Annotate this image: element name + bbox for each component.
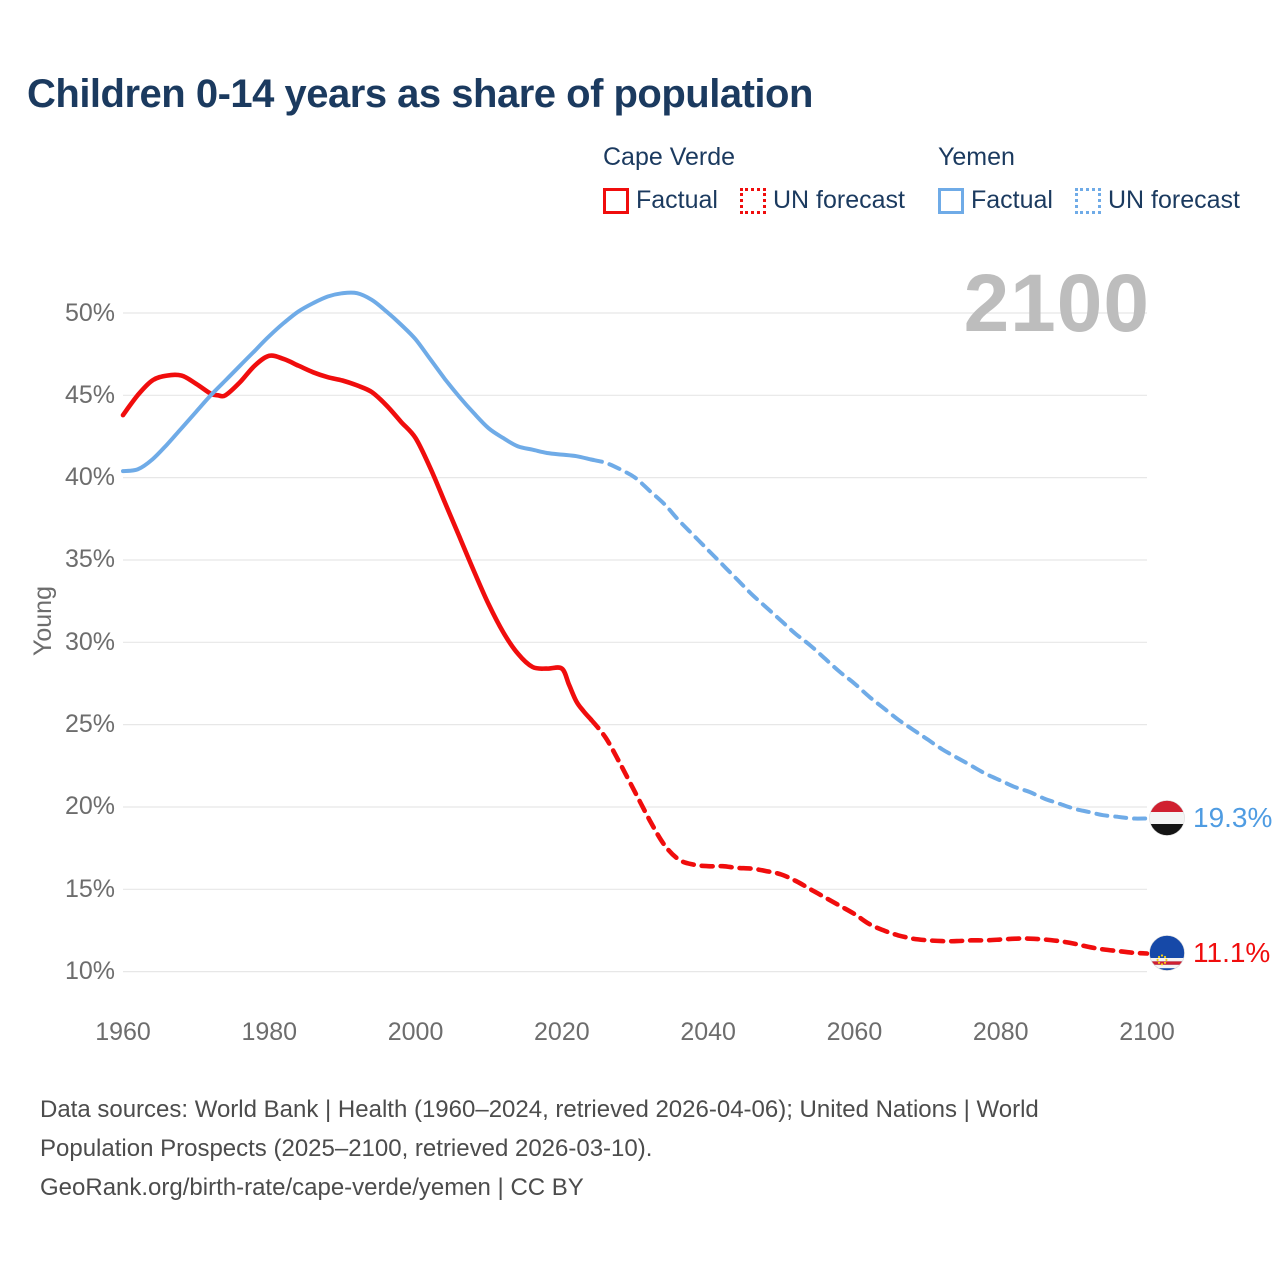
y-tick-label: 30%	[64, 627, 115, 656]
x-tick-label: 2020	[534, 1018, 590, 1046]
y-tick-label: 50%	[64, 298, 115, 327]
watermark-year: 2100	[963, 258, 1150, 349]
x-tick-label: 2060	[826, 1018, 883, 1046]
dotted-blue-swatch-icon	[1074, 187, 1101, 214]
footer-line: GeoRank.org/birth-rate/cape-verde/yemen …	[40, 1174, 584, 1201]
series-cape-verde-factual	[120, 353, 594, 722]
legend-group-cape-verde: Cape Verde Factual UN forecast	[603, 143, 905, 215]
legend-item-label: Factual	[636, 186, 718, 214]
end-label-yemen: 19.3%	[1149, 800, 1273, 837]
legend-row: Factual UN forecast	[603, 186, 905, 215]
footer-line: Population Prospects (2025–2100, retriev…	[40, 1135, 653, 1162]
y-tick-label: 15%	[64, 874, 115, 903]
footer-line: Data sources: World Bank | Health (1960–…	[40, 1096, 1039, 1123]
y-tick-label: 40%	[64, 463, 115, 492]
cape-verde-flag-icon	[1149, 935, 1185, 972]
legend-item-label: Factual	[971, 186, 1053, 214]
legend-group-yemen: Yemen Factual UN forecast	[938, 143, 1240, 215]
dotted-red-swatch-icon	[739, 187, 766, 214]
legend-country-label: Yemen	[938, 143, 1015, 171]
legend-row: Factual UN forecast	[938, 186, 1240, 215]
end-value-cape-verde: 11.1%	[1193, 937, 1271, 969]
y-tick-label: 45%	[64, 380, 115, 409]
solid-blue-swatch-icon	[938, 187, 964, 214]
series-yemen-un-forecast	[589, 457, 1149, 821]
x-tick-label: 2040	[680, 1018, 736, 1046]
series-cape-verde-un-forecast	[588, 717, 1150, 956]
legend-item-yemen-factual[interactable]: Factual	[938, 186, 1053, 215]
legend-country-label: Cape Verde	[603, 143, 736, 171]
x-tick-label: 1960	[95, 1018, 151, 1046]
x-tick-label: 2100	[1119, 1018, 1175, 1046]
legend-item-yemen-forecast[interactable]: UN forecast	[1074, 186, 1240, 215]
series-yemen-factual	[121, 290, 594, 474]
y-tick-label: 25%	[64, 710, 115, 739]
y-tick-label: 10%	[64, 957, 115, 986]
x-tick-label: 1980	[241, 1018, 298, 1046]
legend-item-label: UN forecast	[1107, 186, 1240, 214]
end-label-cape-verde: 11.1%	[1149, 935, 1271, 972]
y-tick-label: 35%	[64, 545, 115, 574]
legend-item-capeverde-factual[interactable]: Factual	[603, 186, 718, 215]
end-value-yemen: 19.3%	[1193, 802, 1273, 834]
legend-item-label: UN forecast	[772, 186, 905, 214]
footer-attribution: Data sources: World Bank | Health (1960–…	[40, 1090, 1039, 1207]
y-tick-label: 20%	[64, 792, 115, 821]
page-title: Children 0-14 years as share of populati…	[27, 72, 813, 116]
yemen-flag-icon	[1149, 800, 1185, 837]
x-tick-label: 2080	[972, 1018, 1029, 1046]
legend-item-capeverde-forecast[interactable]: UN forecast	[739, 186, 905, 215]
x-tick-label: 2000	[387, 1018, 444, 1046]
solid-red-swatch-icon	[603, 187, 629, 214]
